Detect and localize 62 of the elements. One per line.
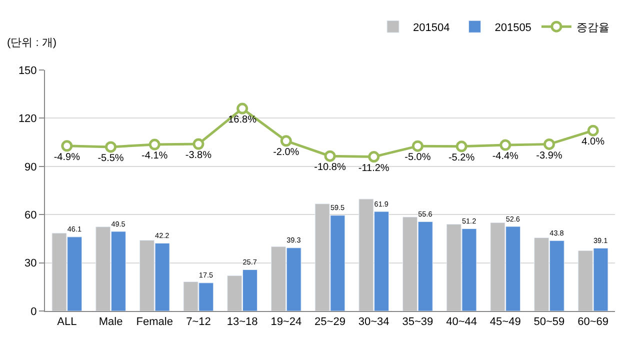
x-tick-label: Female [136,316,173,328]
point [192,138,204,150]
data-label: -11.2% [358,162,390,174]
legend-label: 201504 [413,22,450,34]
x-tick-label: 19~24 [270,316,302,328]
data-label: 42.2 [155,231,170,240]
point [412,140,424,152]
y-tick-label: 120 [18,113,37,126]
data-label: -10.8% [314,162,346,174]
data-label: -5.0% [404,152,431,164]
data-label: 61.9 [374,199,388,208]
x-tick-label: Male [98,316,123,328]
data-label: 39.3 [286,236,301,245]
y-tick-label: 30 [24,258,37,270]
x-tick-label: 60~69 [578,316,609,328]
data-label: 43.8 [550,228,564,238]
data-label: 4.0% [582,136,605,148]
data-label: -4.4% [492,151,519,162]
point [587,124,599,136]
data-label: 59.5 [330,203,345,212]
point [61,140,73,152]
data-label: 51.2 [462,216,476,226]
data-label: 39.1 [594,236,608,245]
y-tick-label: 150 [18,64,37,77]
data-label: -4.1% [142,150,168,162]
point [324,150,336,162]
data-label: 17.5 [198,270,214,280]
y-tick-label: 0 [30,306,37,318]
x-tick-label: 50~59 [534,316,565,328]
point [280,135,292,147]
point [500,139,512,151]
data-label: 52.6 [506,214,520,224]
data-label: 49.5 [111,219,126,228]
data-label: 16.8% [228,114,257,126]
legend-label: 201505 [494,22,532,34]
data-label: 46.1 [67,224,82,234]
data-label: -5.5% [98,153,124,164]
x-tick-label: 40~44 [446,316,477,328]
point [148,138,160,150]
x-tick-label: 7~12 [186,316,211,328]
data-label: 55.6 [418,209,432,218]
point [368,151,380,163]
text: (단위 : 개) [7,37,56,49]
x-tick-label: 13~18 [226,316,258,328]
y-tick-label: 90 [24,161,37,174]
x-tick-label: 35~39 [402,316,434,328]
x-tick-label: 45~49 [490,316,521,328]
point [543,138,555,150]
point [236,102,248,114]
data-label: -5.2% [448,152,475,164]
data-label: -3.8% [185,150,212,162]
x-tick-label: 25~29 [314,316,346,328]
x-tick-label: ALL [57,316,77,328]
point [456,140,468,152]
point [105,141,117,153]
legend-label: 증감율 [576,22,610,34]
data-label: -3.9% [536,150,562,162]
x-tick-label: 30~34 [358,316,390,328]
y-tick-label: 60 [24,209,37,222]
data-label: -2.0% [273,147,300,158]
data-label: -4.9% [54,152,80,164]
data-label: 25.7 [242,258,257,267]
